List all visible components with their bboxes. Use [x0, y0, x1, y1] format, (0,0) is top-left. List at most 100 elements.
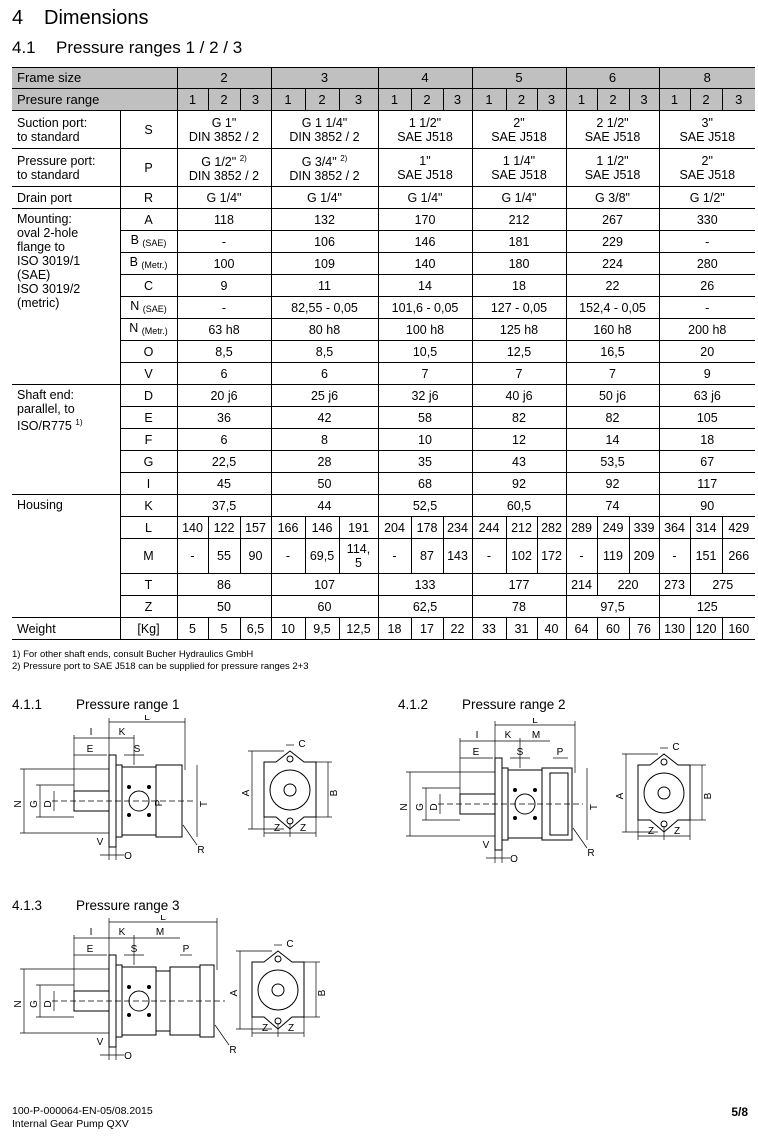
dimension-label-Z: Z [674, 826, 680, 837]
dimensions-table: Frame size 2 3 4 5 6 8 Presure range 1 2 3 1 2 3 1 2 3 1 2… [12, 67, 755, 640]
value-cell: - [377, 538, 412, 574]
value-text: - [672, 549, 677, 563]
value-text: 82 [512, 410, 526, 425]
value-cell: 266 [721, 538, 755, 574]
dimension-label-E: E [87, 944, 94, 955]
row-group-label: Shaft end: parallel, to ISO/R775 1) [12, 384, 121, 495]
dimension-symbol: M [119, 538, 178, 574]
value-cell: 7 [471, 362, 567, 385]
dimension-line [572, 827, 588, 849]
value-cell: 172 [536, 538, 567, 574]
value-text: G 1/2" [689, 190, 725, 205]
dimension-label-Z: Z [300, 823, 306, 834]
value-cell: 2" SAE J518 [471, 110, 567, 149]
value-cell: 191 [338, 516, 379, 539]
front-view-body [269, 769, 311, 811]
value-text: 127 - 0,05 [490, 300, 548, 315]
dimension-symbol: C [119, 274, 178, 297]
value-cell: 209 [628, 538, 660, 574]
value-text: 53,5 [600, 454, 625, 469]
value-text: 20 j6 [210, 388, 238, 403]
value-cell: 1 1/2" SAE J518 [565, 148, 660, 187]
value-text: 143 [447, 549, 468, 563]
value-text: 20 [700, 344, 715, 359]
value-cell: 214 [565, 573, 598, 596]
value-text: 67 [700, 454, 715, 469]
value-text: 42 [317, 410, 332, 425]
value-text: 14 [605, 432, 620, 447]
value-cell: 140 [377, 252, 473, 275]
pressure-range-header: 3 [338, 88, 379, 111]
value-cell: 5 [176, 617, 209, 640]
dimension-symbol: D [119, 384, 178, 407]
value-text: 40 j6 [505, 388, 533, 403]
value-text: 18 [512, 278, 526, 293]
value-text: 1" SAE J518 [397, 153, 453, 182]
symbol-text: B [130, 233, 139, 247]
dimension-symbol: E [119, 406, 178, 429]
pressure-range-header: 1 [565, 88, 598, 111]
value-cell: 76 [628, 617, 660, 640]
value-cell: 140 [176, 516, 209, 539]
value-text: 90 [700, 498, 715, 513]
row-group-label: Mounting: oval 2-hole flange to ISO 3019… [12, 208, 121, 385]
value-text: 7 [515, 366, 523, 381]
value-cell: 146 [304, 516, 340, 539]
symbol-text: I [146, 476, 151, 491]
dimension-label-R: R [229, 1045, 236, 1056]
value-text: 17 [420, 621, 434, 636]
value-text: 8 [321, 432, 328, 447]
dimension-label-Z: Z [648, 826, 654, 837]
value-text: 151 [695, 549, 717, 563]
table-row: Z 50 60 62,5 78 97,5 125 [12, 595, 755, 618]
value-text: 122 [213, 520, 235, 535]
dimension-label-K: K [505, 730, 512, 741]
value-cell: 92 [565, 472, 660, 495]
dimension-symbol: O [119, 340, 178, 363]
symbol-qualifier: (SAE) [142, 238, 167, 248]
dimension-symbol: F [119, 428, 178, 451]
dimension-label-Z: Z [288, 1023, 294, 1034]
value-cell: 5 [207, 617, 241, 640]
pressure-range-header: 3 [536, 88, 567, 111]
table-row: Shaft end: parallel, to ISO/R775 1) D 20 j… [12, 384, 755, 495]
dimension-label-B: B [329, 789, 340, 796]
value-cell: 100 [176, 252, 272, 275]
symbol-text: V [144, 366, 153, 381]
value-cell: 90 [239, 538, 272, 574]
value-text: 16,5 [600, 344, 625, 359]
value-text: 224 [602, 256, 623, 271]
value-cell: G 3/4" 2) DIN 3852 / 2 [270, 148, 379, 187]
value-text: 209 [633, 549, 655, 563]
pressure-range-header: 2 [505, 88, 538, 111]
row-group-label-text: Weight [17, 621, 56, 636]
table-row: L 140 122 157 166 146 191 204 178 234 244 212 282 289… [12, 516, 755, 539]
value-text: 10,5 [412, 344, 438, 359]
value-text: 50 [217, 599, 231, 614]
value-cell: 100 h8 [377, 318, 473, 341]
value-cell: - [565, 538, 598, 574]
value-text: 22 [605, 278, 620, 293]
value-cell: - [176, 296, 272, 319]
value-text: - [579, 549, 584, 563]
symbol-text: O [143, 344, 154, 359]
value-text: 43 [512, 454, 526, 469]
pressure-range-header: 2 [689, 88, 723, 111]
value-text: 36 [217, 410, 231, 425]
value-cell: 146 [377, 230, 473, 253]
value-text: 1 1/2" SAE J518 [584, 153, 641, 182]
row-group-label: Pressure port: to standard [12, 148, 121, 187]
dimension-label-L: L [160, 915, 166, 923]
frame-size-header: 6 [565, 67, 660, 89]
value-cell: 339 [628, 516, 660, 539]
table-row: V 6 6 7 7 7 9 [12, 362, 755, 385]
pressure-range-header: 1 [270, 88, 306, 111]
drawing-pressure-range-3: L I K M E S P N G D R V O A B C Z Z [13, 915, 328, 1062]
value-text: 69,5 [309, 549, 335, 563]
value-text: 8,5 [315, 344, 334, 359]
row-group-label: Housing [12, 494, 121, 618]
value-cell: 92 [471, 472, 567, 495]
value-cell: 157 [239, 516, 272, 539]
value-cell: 212 [505, 516, 538, 539]
table-row: B (Metr.) 100 109 140 180 224 280 [12, 252, 755, 275]
